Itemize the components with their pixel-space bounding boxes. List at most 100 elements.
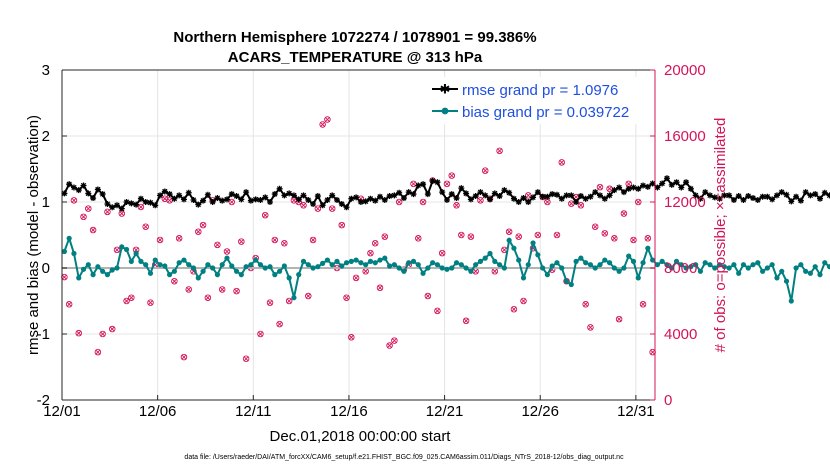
- legend-bias-label: bias grand pr = 0.039722: [462, 104, 629, 121]
- obs-assimilated-marker: [616, 316, 622, 322]
- obs-possible-marker: [204, 294, 212, 301]
- rmse-point: [778, 189, 785, 196]
- rmse-point: [582, 195, 589, 202]
- obs-possible-marker: [314, 205, 322, 212]
- bias-point: [822, 260, 828, 266]
- bias-point: [310, 265, 316, 271]
- rmse-point: [238, 196, 245, 203]
- rmse-point: [773, 192, 780, 199]
- bias-point: [736, 270, 742, 276]
- rmse-point: [85, 190, 92, 197]
- obs-assimilated-marker: [640, 301, 646, 307]
- rmse-point: [520, 195, 527, 202]
- obs-possible-marker: [171, 277, 178, 285]
- obs-possible-marker: [128, 294, 135, 301]
- rmse-point: [310, 200, 317, 207]
- obs-possible-marker: [199, 221, 207, 229]
- obs-assimilated-marker: [315, 205, 321, 212]
- rmse-point: [496, 193, 503, 200]
- obs-assimilated-marker: [243, 356, 249, 362]
- obs-assimilated-marker: [166, 197, 173, 203]
- obs-assimilated-marker: [501, 247, 507, 253]
- rmse-point: [70, 184, 77, 191]
- rmse-point: [640, 182, 647, 189]
- rmse-point: [420, 181, 427, 188]
- obs-possible-marker: [180, 353, 188, 361]
- obs-assimilated-marker: [535, 232, 541, 238]
- obs-assimilated-marker: [525, 192, 531, 199]
- rmse-point: [816, 195, 823, 202]
- bias-point: [640, 260, 646, 266]
- obs-possible-marker: [233, 287, 240, 295]
- obs-possible-marker: [515, 233, 522, 240]
- rmse-point: [659, 180, 666, 187]
- obs-assimilated-marker: [85, 205, 91, 212]
- obs-assimilated-marker: [496, 148, 503, 154]
- bias-point: [248, 262, 254, 268]
- rmse-point: [152, 202, 159, 209]
- obs-assimilated-marker: [645, 235, 651, 241]
- obs-assimilated-marker: [219, 286, 225, 293]
- bias-point: [181, 257, 187, 263]
- bias-point: [104, 272, 111, 278]
- plot-area: [62, 70, 655, 400]
- rmse-point: [683, 179, 690, 186]
- obs-assimilated-marker: [382, 234, 388, 240]
- rmse-point: [195, 201, 202, 208]
- obs-assimilated-marker: [635, 199, 641, 205]
- rmse-point: [597, 192, 604, 199]
- obs-assimilated-marker: [458, 232, 464, 238]
- obs-assimilated-marker: [554, 232, 560, 238]
- bias-point: [449, 265, 455, 271]
- obs-assimilated-marker: [195, 229, 201, 235]
- bias-point: [186, 262, 192, 268]
- obs-assimilated-marker: [649, 349, 656, 355]
- bias-point: [659, 258, 665, 264]
- obs-possible-marker: [591, 223, 599, 230]
- bias-point: [401, 268, 407, 274]
- obs-assimilated-marker: [229, 199, 235, 205]
- bias-point: [133, 250, 139, 257]
- obs-possible-marker: [615, 315, 623, 323]
- obs-possible-marker: [477, 197, 484, 204]
- bias-point: [315, 264, 321, 270]
- bias-point: [138, 258, 144, 264]
- obs-assimilated-marker: [587, 324, 594, 331]
- rmse-point: [123, 199, 130, 205]
- bias-point: [458, 262, 464, 268]
- bias-point: [745, 265, 751, 271]
- obs-possible-marker: [281, 239, 288, 247]
- rmse-point: [625, 185, 632, 192]
- obs-possible-marker: [223, 248, 231, 255]
- bias-point: [535, 252, 541, 258]
- obs-possible-marker: [352, 274, 360, 282]
- y-tick-label: 2: [42, 128, 50, 145]
- bias-point: [606, 260, 613, 266]
- rmse-point: [391, 192, 398, 199]
- bias-point: [71, 250, 77, 257]
- bias-point: [774, 275, 780, 281]
- bias-point: [367, 258, 374, 264]
- obs-assimilated-marker: [224, 248, 230, 255]
- obs-possible-marker: [195, 228, 202, 235]
- obs-possible-marker: [434, 307, 441, 315]
- obs-assimilated-marker: [181, 354, 187, 360]
- bias-point: [238, 272, 244, 278]
- rmse-point: [286, 190, 293, 197]
- bias-point: [769, 262, 775, 268]
- bias-point: [587, 262, 594, 268]
- obs-assimilated-marker: [386, 342, 393, 349]
- rmse-point: [558, 195, 565, 202]
- obs-possible-marker: [381, 233, 389, 240]
- rmse-point: [228, 191, 235, 198]
- bias-point: [702, 260, 708, 266]
- legend-rmse-label: rmse grand pr = 1.0976: [462, 82, 618, 99]
- obs-possible-marker: [228, 198, 236, 206]
- bias-point: [793, 265, 799, 271]
- rmse-point: [630, 184, 637, 191]
- rmse-point: [80, 182, 87, 189]
- bias-point: [123, 246, 130, 253]
- obs-possible-marker: [319, 121, 326, 128]
- bias-point: [195, 275, 201, 281]
- obs-possible-marker: [577, 202, 585, 209]
